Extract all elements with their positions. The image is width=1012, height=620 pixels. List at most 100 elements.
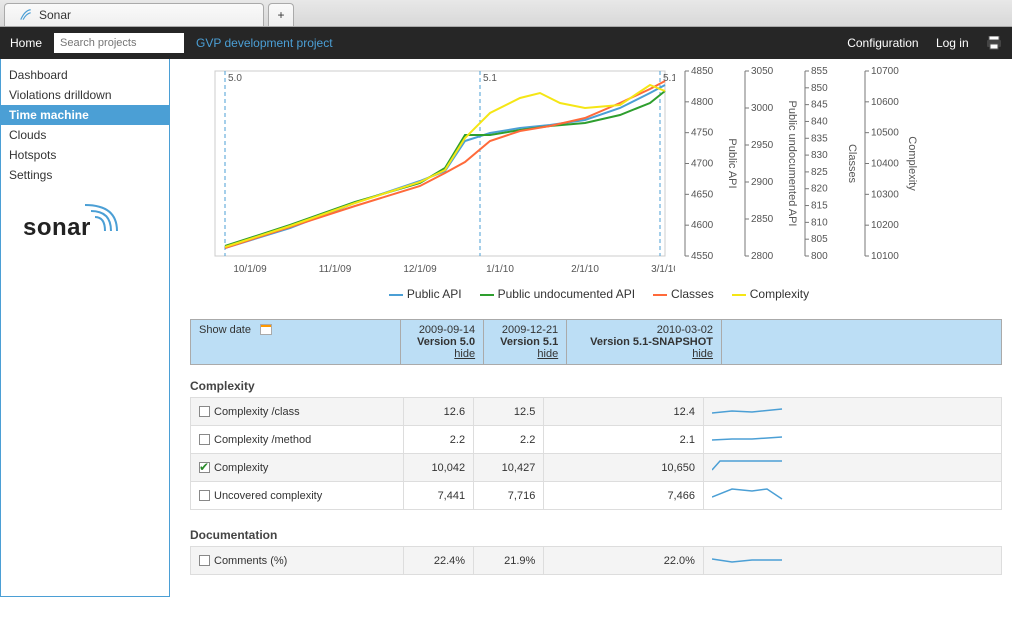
- sparkline: [703, 398, 1001, 426]
- sparkline: [703, 426, 1001, 454]
- svg-text:Classes: Classes: [846, 144, 857, 184]
- sonar-favicon: [19, 8, 33, 22]
- sidebar-item-settings[interactable]: Settings: [1, 165, 169, 185]
- svg-text:10/1/09: 10/1/09: [233, 264, 267, 275]
- metric-value: 22.4%: [403, 547, 473, 575]
- metric-label: Complexity /method: [214, 434, 311, 446]
- section-title: Documentation: [190, 528, 1002, 542]
- version-date: 2009-12-21: [492, 324, 558, 336]
- new-tab-button[interactable]: +: [268, 3, 294, 26]
- browser-tab-strip: Sonar +: [0, 0, 1012, 27]
- svg-text:2800: 2800: [751, 251, 774, 262]
- metric-label: Complexity: [214, 462, 268, 474]
- svg-text:3000: 3000: [751, 103, 774, 114]
- svg-text:4850: 4850: [691, 66, 714, 77]
- sidebar-item-hotspots[interactable]: Hotspots: [1, 145, 169, 165]
- svg-text:Public API: Public API: [726, 138, 737, 188]
- svg-text:Complexity: Complexity: [906, 136, 917, 191]
- svg-text:1/1/10: 1/1/10: [486, 264, 514, 275]
- metric-value: 22.0%: [544, 547, 704, 575]
- topbar-right: Configuration Log in: [833, 36, 1002, 51]
- hide-link[interactable]: hide: [492, 348, 558, 360]
- svg-text:825: 825: [811, 167, 828, 178]
- calendar-icon[interactable]: [260, 324, 272, 335]
- svg-text:sonar: sonar: [23, 214, 91, 241]
- svg-text:810: 810: [811, 217, 828, 228]
- sidebar-item-dashboard[interactable]: Dashboard: [1, 65, 169, 85]
- versions-header-table: Show date 2009-09-14Version 5.0hide2009-…: [190, 319, 1002, 365]
- svg-text:3/1/10: 3/1/10: [651, 264, 675, 275]
- metric-value: 7,716: [474, 482, 544, 510]
- table-row: Complexity 10,04210,42710,650: [191, 454, 1002, 482]
- svg-text:835: 835: [811, 133, 828, 144]
- svg-text:4600: 4600: [691, 220, 714, 231]
- sparkline: [703, 547, 1001, 575]
- print-icon[interactable]: [986, 36, 1002, 50]
- svg-text:2/1/10: 2/1/10: [571, 264, 599, 275]
- metric-checkbox[interactable]: [199, 434, 210, 445]
- chart-legend: Public APIPublic undocumented APIClasses…: [190, 287, 1002, 301]
- metric-value: 2.2: [403, 426, 473, 454]
- metric-checkbox[interactable]: [199, 490, 210, 501]
- metrics-table: Comments (%)22.4%21.9%22.0%: [190, 546, 1002, 575]
- metrics-table: Complexity /class12.612.512.4 Complexity …: [190, 397, 1002, 510]
- y-axis-public-undocumented-api: 305030002950290028502800Public undocumen…: [737, 63, 797, 281]
- y-axis-classes: 855850845840835830825820815810805800Clas…: [797, 63, 857, 281]
- metric-value: 7,441: [403, 482, 473, 510]
- hide-link[interactable]: hide: [575, 348, 713, 360]
- main-content: 5.05.15.110/1/0911/1/0912/1/091/1/102/1/…: [170, 59, 1012, 597]
- svg-text:10100: 10100: [871, 251, 899, 262]
- y-axis-complexity: 10700106001050010400103001020010100Compl…: [857, 63, 917, 281]
- svg-text:11/1/09: 11/1/09: [319, 264, 352, 275]
- sidebar-item-violations-drilldown[interactable]: Violations drilldown: [1, 85, 169, 105]
- svg-text:855: 855: [811, 66, 828, 77]
- table-row: Complexity /method2.22.22.1: [191, 426, 1002, 454]
- metric-checkbox[interactable]: [199, 462, 210, 473]
- version-date: 2010-03-02: [575, 324, 713, 336]
- sidebar-item-time-machine[interactable]: Time machine: [1, 105, 169, 125]
- hide-link[interactable]: hide: [409, 348, 475, 360]
- login-link[interactable]: Log in: [936, 36, 969, 50]
- table-row: Complexity /class12.612.512.4: [191, 398, 1002, 426]
- svg-text:10500: 10500: [871, 128, 899, 139]
- svg-text:840: 840: [811, 116, 828, 127]
- browser-tab[interactable]: Sonar: [4, 3, 264, 26]
- svg-text:4550: 4550: [691, 251, 714, 262]
- sparkline: [703, 482, 1001, 510]
- home-link[interactable]: Home: [10, 36, 42, 50]
- show-date-label: Show date: [199, 324, 251, 336]
- metric-checkbox[interactable]: [199, 555, 210, 566]
- metric-value: 10,042: [403, 454, 473, 482]
- table-row: Uncovered complexity7,4417,7167,466: [191, 482, 1002, 510]
- section-title: Complexity: [190, 379, 1002, 393]
- svg-text:10200: 10200: [871, 220, 899, 231]
- metric-value: 21.9%: [474, 547, 544, 575]
- svg-text:2850: 2850: [751, 214, 774, 225]
- project-breadcrumb-link[interactable]: GVP development project: [196, 36, 333, 50]
- svg-text:5.1: 5.1: [663, 73, 675, 84]
- configuration-link[interactable]: Configuration: [847, 36, 918, 50]
- sidebar: DashboardViolations drilldownTime machin…: [0, 59, 170, 597]
- svg-text:4650: 4650: [691, 189, 714, 200]
- table-row: Comments (%)22.4%21.9%22.0%: [191, 547, 1002, 575]
- metric-value: 10,427: [474, 454, 544, 482]
- svg-text:845: 845: [811, 100, 828, 111]
- version-name: Version 5.1-SNAPSHOT: [575, 336, 713, 348]
- metric-value: 10,650: [544, 454, 704, 482]
- metric-value: 12.4: [544, 398, 704, 426]
- metric-checkbox[interactable]: [199, 406, 210, 417]
- search-input[interactable]: [54, 33, 184, 53]
- svg-text:830: 830: [811, 150, 828, 161]
- svg-text:10400: 10400: [871, 159, 899, 170]
- svg-text:805: 805: [811, 234, 828, 245]
- metric-value: 12.5: [474, 398, 544, 426]
- tab-title: Sonar: [39, 4, 71, 26]
- legend-item: Public API: [383, 287, 462, 301]
- svg-text:850: 850: [811, 83, 828, 94]
- sidebar-item-clouds[interactable]: Clouds: [1, 125, 169, 145]
- svg-text:5.0: 5.0: [228, 73, 242, 84]
- svg-text:4700: 4700: [691, 159, 714, 170]
- svg-text:4800: 4800: [691, 97, 714, 108]
- svg-text:10600: 10600: [871, 97, 899, 108]
- metric-value: 12.6: [403, 398, 473, 426]
